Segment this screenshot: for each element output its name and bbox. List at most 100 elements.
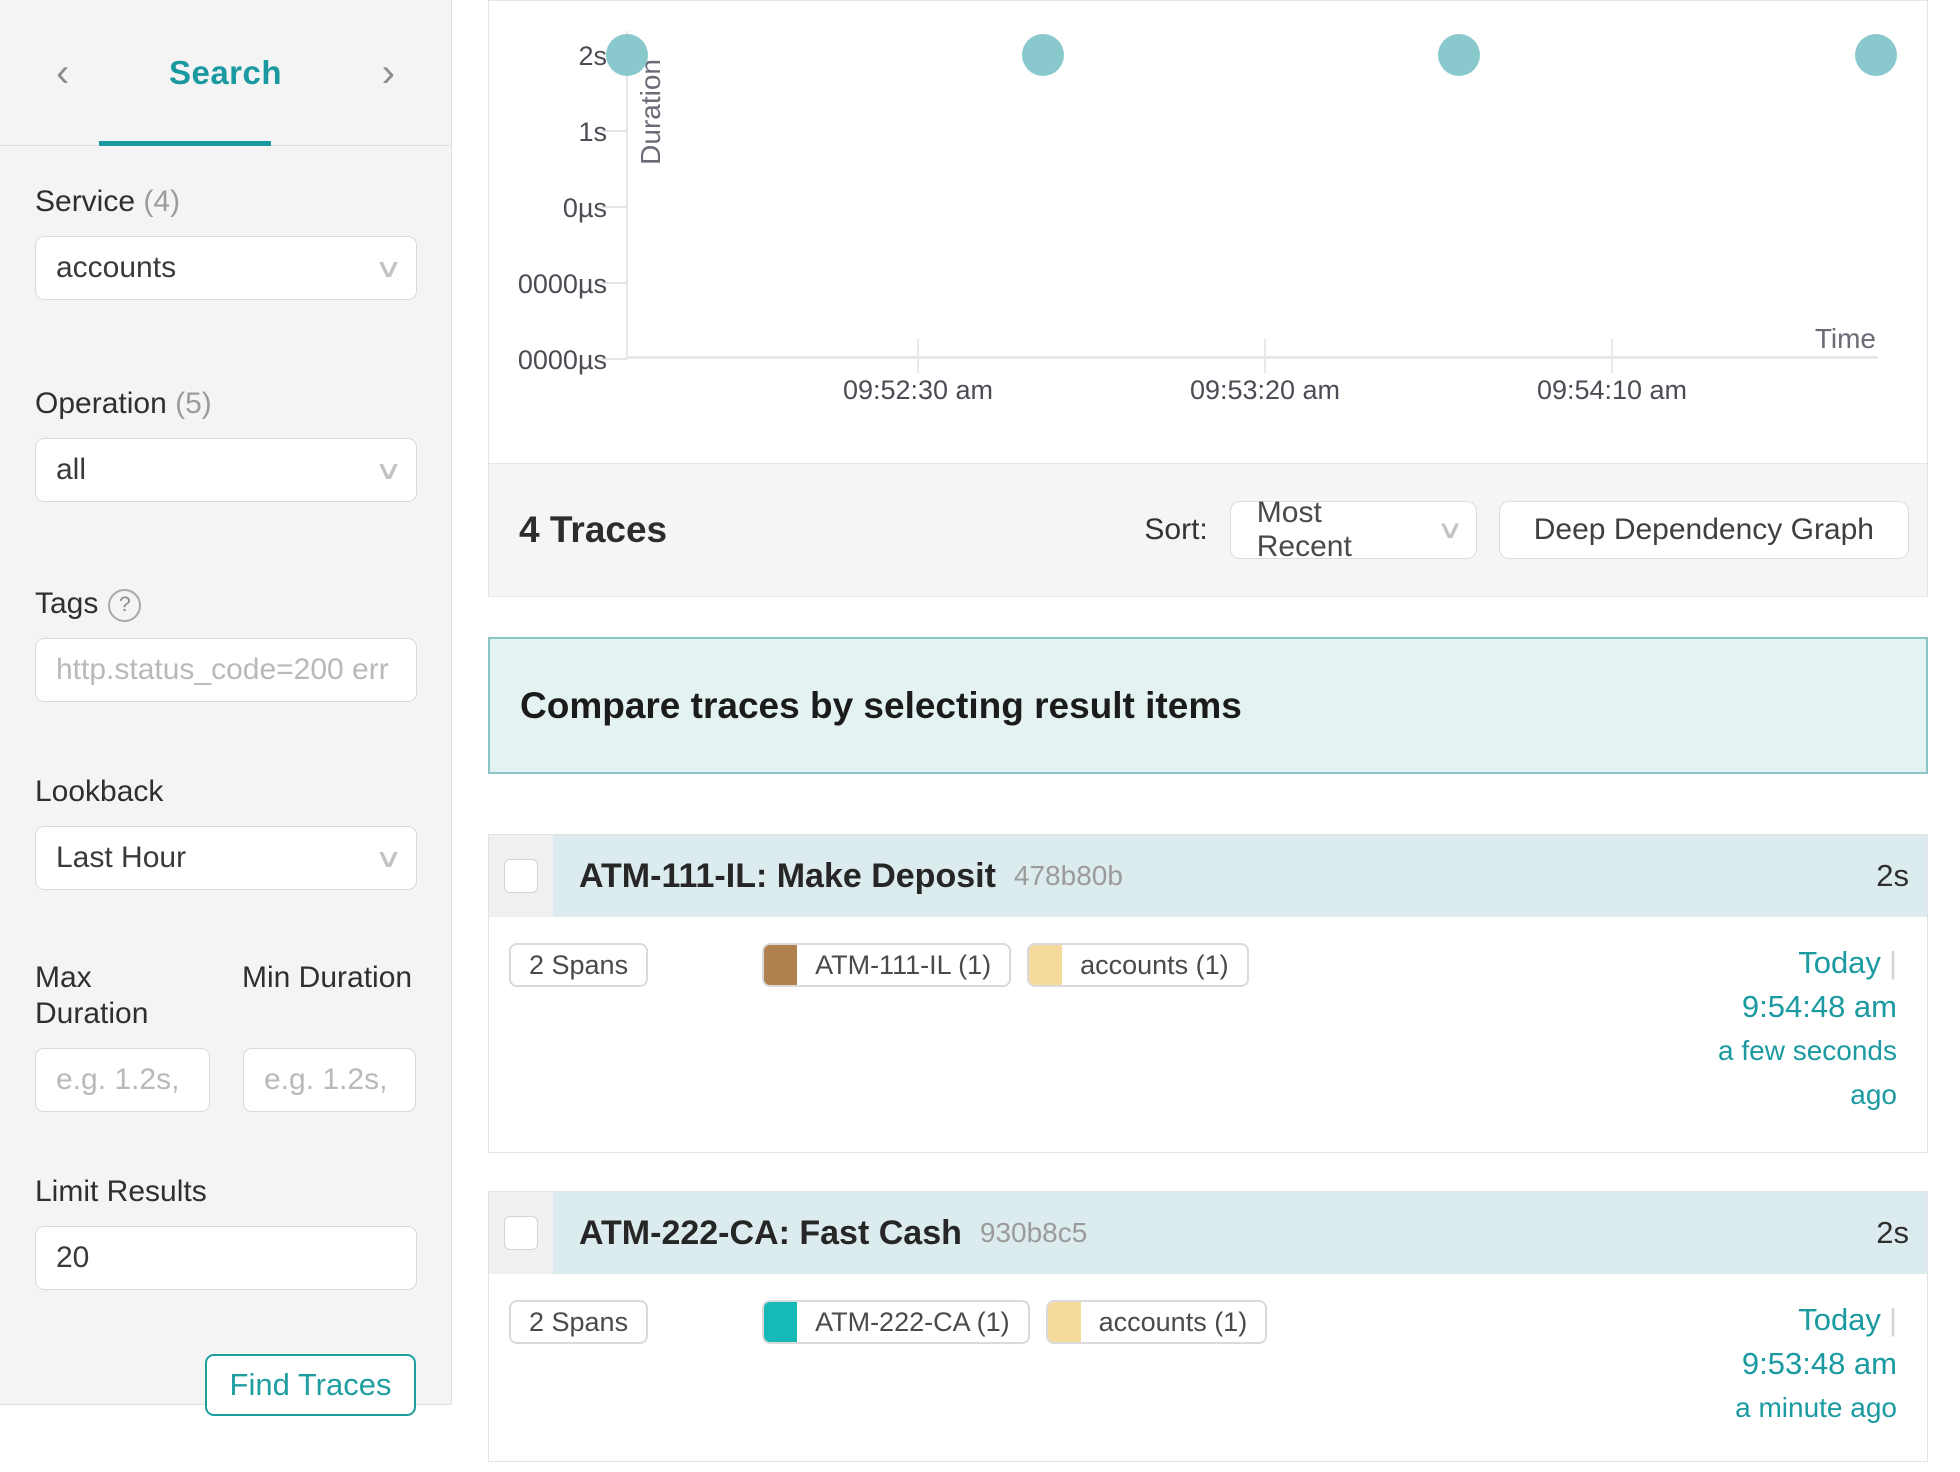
service-color-swatch	[1047, 1302, 1081, 1342]
sort-label: Sort:	[1144, 513, 1208, 546]
x-tick	[917, 339, 919, 373]
chevron-left-icon[interactable]: ‹	[56, 50, 70, 95]
trace-scatter-point[interactable]	[605, 34, 648, 76]
service-chip: accounts (1)	[1045, 1300, 1268, 1344]
trace-title-bar[interactable]: ATM-222-CA: Fast Cash 930b8c5 2s	[553, 1192, 1927, 1274]
service-chip: accounts (1)	[1027, 943, 1249, 987]
trace-card-header: ATM-111-IL: Make Deposit 478b80b 2s	[489, 835, 1927, 917]
checkbox-cell	[489, 1192, 553, 1274]
trace-timestamp-block: Today | 9:53:48 am a minute ago	[1697, 1298, 1897, 1430]
lookback-label-text: Lookback	[35, 775, 164, 808]
trace-duration: 2s	[1876, 858, 1909, 893]
y-tick-label: 0000µs	[517, 345, 607, 375]
min-duration-input[interactable]: e.g. 1.2s,	[243, 1048, 416, 1112]
x-tick	[1264, 339, 1266, 373]
y-axis-title: Duration	[635, 59, 666, 165]
span-count-chip: 2 Spans	[509, 943, 649, 987]
sort-select-value: Most Recent	[1256, 496, 1352, 563]
service-chip-label: accounts (1)	[1080, 949, 1229, 980]
help-icon[interactable]: ?	[108, 588, 142, 622]
find-traces-button[interactable]: Find Traces	[205, 1354, 416, 1416]
deep-dependency-graph-button[interactable]: Deep Dependency Graph	[1498, 501, 1909, 559]
x-tick-label: 09:52:30 am	[842, 375, 994, 405]
y-tick	[601, 358, 627, 360]
span-count-chip: 2 Spans	[509, 1300, 649, 1344]
trace-result-card: ATM-111-IL: Make Deposit 478b80b 2s 2 Sp…	[488, 834, 1928, 1153]
trace-scatter-point[interactable]	[1021, 34, 1064, 76]
y-tick-label: 0000µs	[517, 269, 607, 299]
x-axis	[626, 356, 1878, 359]
trace-time-link[interactable]: 9:53:48 am	[1741, 1346, 1897, 1381]
sort-select[interactable]: Most Recent ∨	[1229, 496, 1477, 563]
results-column: 2s 1s 0µs 0000µs 0000µs 09:52:30 am 09:5…	[488, 0, 1928, 1462]
service-select-value: accounts	[56, 251, 177, 284]
x-tick-label: 09:53:20 am	[1189, 375, 1341, 405]
chevron-down-icon: ∨	[374, 252, 403, 283]
trace-timestamp-block: Today | 9:54:48 am a few seconds ago	[1697, 941, 1897, 1117]
operation-select[interactable]: all ∨	[35, 438, 417, 502]
y-axis	[626, 31, 628, 359]
trace-id: 478b80b	[1013, 860, 1123, 891]
compare-banner-text: Compare traces by selecting result items	[520, 684, 1242, 726]
chevron-down-icon: ∨	[374, 454, 403, 485]
trace-checkbox[interactable]	[504, 859, 538, 893]
separator: |	[1888, 1302, 1897, 1337]
tags-input[interactable]: http.status_code=200 err	[35, 638, 417, 702]
max-duration-input[interactable]: e.g. 1.2s,	[35, 1048, 210, 1112]
service-chip-label: ATM-111-IL (1)	[815, 949, 992, 980]
service-label: Service (4)	[35, 184, 416, 220]
checkbox-cell	[489, 835, 553, 917]
max-duration-label: Max Duration	[35, 961, 149, 1030]
lookback-label: Lookback	[35, 774, 416, 810]
trace-id: 930b8c5	[979, 1217, 1088, 1248]
trace-card-body: 2 Spans ATM-111-IL (1) accounts (1) Toda…	[489, 917, 1927, 1152]
tab-search[interactable]: Search	[168, 53, 283, 91]
min-duration-placeholder: e.g. 1.2s,	[264, 1063, 388, 1096]
search-form: Service (4) accounts ∨ Operation (5) all…	[0, 184, 451, 1416]
trace-relative-time: a minute ago	[1735, 1392, 1897, 1423]
service-color-swatch	[1029, 945, 1063, 985]
trace-scatter-point[interactable]	[1854, 34, 1897, 76]
tags-label-text: Tags	[35, 587, 99, 620]
trace-title-bar[interactable]: ATM-111-IL: Make Deposit 478b80b 2s	[553, 835, 1927, 917]
y-tick	[601, 206, 627, 208]
min-duration-label: Min Duration	[242, 961, 413, 994]
operation-label: Operation (5)	[35, 386, 416, 422]
y-tick-label: 1s	[578, 117, 607, 147]
service-chip-label: ATM-222-CA (1)	[815, 1306, 1010, 1337]
lookback-select[interactable]: Last Hour ∨	[35, 826, 417, 890]
service-color-swatch	[764, 945, 798, 985]
tags-placeholder: http.status_code=200 err	[56, 653, 389, 686]
results-bar: 4 Traces Sort: Most Recent ∨ Deep Depend…	[488, 464, 1928, 597]
trace-date-link[interactable]: Today	[1798, 1302, 1881, 1337]
trace-duration: 2s	[1876, 1215, 1909, 1250]
operation-label-text: Operation	[35, 387, 167, 420]
x-tick	[1611, 339, 1613, 373]
y-tick	[601, 130, 627, 132]
limit-results-value: 20	[56, 1241, 90, 1274]
compare-banner: Compare traces by selecting result items	[488, 637, 1928, 774]
duration-scatter-chart[interactable]: 2s 1s 0µs 0000µs 0000µs 09:52:30 am 09:5…	[488, 0, 1928, 464]
trace-scatter-point[interactable]	[1438, 34, 1481, 76]
y-tick	[601, 282, 627, 284]
limit-results-input[interactable]: 20	[35, 1226, 417, 1290]
max-duration-placeholder: e.g. 1.2s,	[56, 1063, 180, 1096]
service-count: (4)	[143, 185, 181, 218]
x-axis-title: Time	[1814, 323, 1876, 354]
trace-title: ATM-111-IL: Make Deposit	[579, 856, 996, 895]
trace-result-card: ATM-222-CA: Fast Cash 930b8c5 2s 2 Spans…	[488, 1191, 1928, 1462]
limit-results-label: Limit Results	[35, 1175, 207, 1208]
service-chip-label: accounts (1)	[1098, 1306, 1248, 1337]
service-color-swatch	[764, 1302, 798, 1342]
sidebar-tabbar: ‹ Search ›	[0, 0, 451, 146]
trace-checkbox[interactable]	[504, 1216, 538, 1250]
trace-time-link[interactable]: 9:54:48 am	[1741, 989, 1897, 1024]
trace-date-link[interactable]: Today	[1798, 945, 1881, 980]
lookback-select-value: Last Hour	[56, 841, 187, 874]
service-select[interactable]: accounts ∨	[35, 236, 417, 300]
trace-relative-time: a few seconds ago	[1718, 1035, 1897, 1110]
separator: |	[1888, 945, 1897, 980]
service-label-text: Service	[35, 185, 136, 218]
trace-count: 4 Traces	[519, 509, 668, 550]
chevron-right-icon[interactable]: ›	[381, 50, 395, 95]
